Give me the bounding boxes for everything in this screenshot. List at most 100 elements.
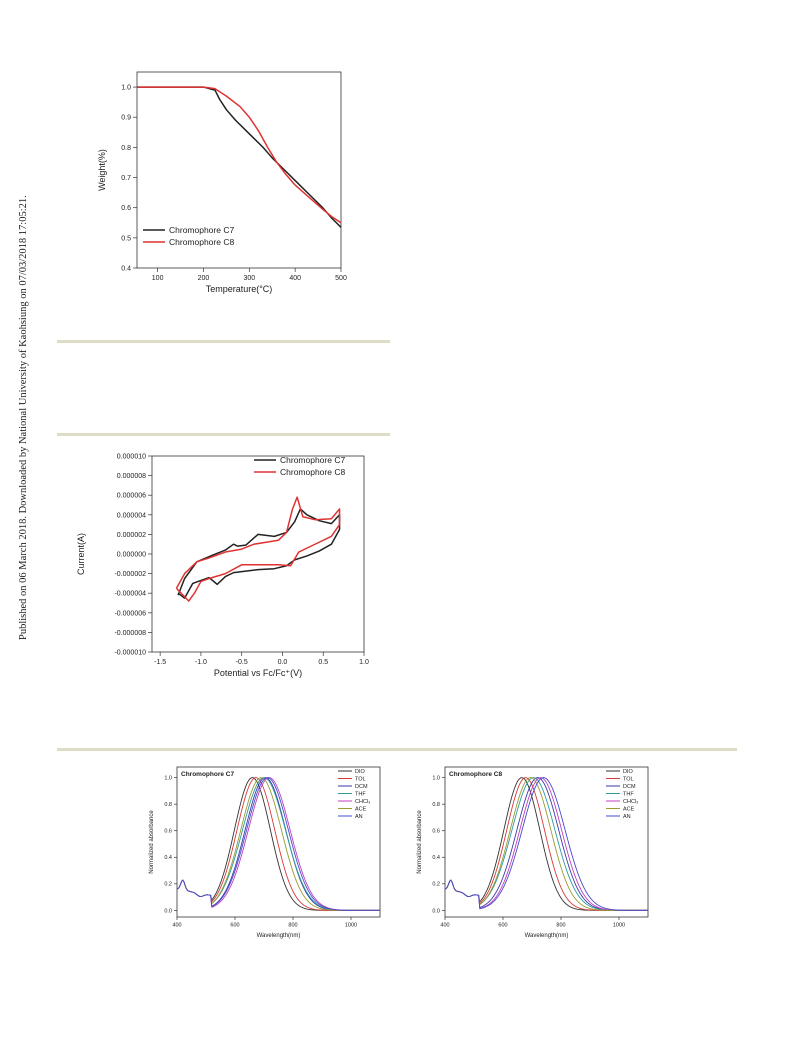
x-tick-label: 500 <box>335 275 347 282</box>
y-tick-label: 0.8 <box>121 145 131 152</box>
x-axis-label: Wavelength(nm) <box>525 933 569 939</box>
x-tick-label: 0.0 <box>278 659 288 666</box>
x-tick-label: 600 <box>498 923 507 929</box>
x-tick-label: 300 <box>243 275 255 282</box>
y-tick-label: -0.000004 <box>114 591 146 598</box>
y-tick-label: 0.000006 <box>117 493 146 500</box>
x-axis-label: Temperature(°C) <box>206 284 273 294</box>
y-tick-label: 1.0 <box>432 776 440 782</box>
y-tick-label: 0.4 <box>432 855 440 861</box>
absorption-band <box>444 777 648 911</box>
legend-label: CHCl₃ <box>355 799 370 805</box>
separator-rule-2 <box>57 433 390 436</box>
x-tick-label: 0.5 <box>318 659 328 666</box>
series-line-c8 <box>175 496 341 602</box>
absorption-band <box>444 777 648 911</box>
separator-rule-1 <box>57 340 390 343</box>
absorption-c8-svg: 400 600 800 1000 0.0 0.2 0.4 0.6 0.8 1.0 Wavelengt… <box>417 766 649 939</box>
x-tick-label: 1.0 <box>359 659 369 666</box>
y-tick-label: -0.000010 <box>114 649 146 656</box>
legend-label: ACE <box>623 807 635 813</box>
y-tick-label: 1.0 <box>121 85 131 92</box>
legend-label: DIO <box>355 769 366 775</box>
y-axis-label: Normalized absorbance <box>417 810 423 874</box>
absorption-c7-svg: 400 600 800 1000 0.0 0.2 0.4 0.6 0.8 1.0 Wavelengt… <box>149 766 381 939</box>
legend-label: Chromophore C7 <box>169 225 234 235</box>
x-axis-label: Wavelength(nm) <box>257 933 301 939</box>
absorption-band <box>444 777 648 911</box>
absorption-band <box>176 777 380 911</box>
y-tick-label: 0.2 <box>432 882 440 888</box>
legend-label: THF <box>623 792 634 798</box>
cv-chart: -1.5 -1.0 -0.5 0.0 0.5 1.0 -0.000010 -0.000008 -… <box>70 448 380 693</box>
legend-label: AN <box>623 814 631 820</box>
y-tick-label: 0.5 <box>121 235 131 242</box>
y-tick-label: 0.000000 <box>117 551 146 558</box>
absorption-chart-c7: 400 600 800 1000 0.0 0.2 0.4 0.6 0.8 1.0 Wavelengt… <box>140 763 390 939</box>
y-tick-label: 0.6 <box>121 205 131 212</box>
x-tick-label: -1.0 <box>195 659 207 666</box>
y-axis-label: Normalized absorbance <box>149 810 155 874</box>
absorption-band <box>444 777 648 911</box>
x-tick-label: 200 <box>198 275 210 282</box>
separator-rule-3 <box>57 748 737 751</box>
y-tick-label: 0.0 <box>164 908 172 914</box>
y-tick-label: 0.000002 <box>117 532 146 539</box>
tga-chart-svg: 100 200 300 400 500 0.4 0.5 0.6 0.7 0.8 0.9 1.0 Temp… <box>97 71 347 294</box>
series-line-c7 <box>137 86 342 228</box>
y-tick-label: 0.000004 <box>117 512 146 519</box>
y-tick-label: 0.6 <box>164 829 172 835</box>
tga-chart: 100 200 300 400 500 0.4 0.5 0.6 0.7 0.8 0.9 1.0 Temp… <box>90 68 360 313</box>
chart-title: Chromophore C7 <box>181 771 234 778</box>
download-margin-note: Published on 06 March 2018. Downloaded b… <box>2 0 29 1039</box>
plot-frame <box>176 766 381 918</box>
y-tick-label: 0.8 <box>164 802 172 808</box>
plot-frame <box>151 455 365 653</box>
x-tick-label: -0.5 <box>236 659 248 666</box>
absorption-band <box>444 777 648 911</box>
series-line-c7 <box>177 508 341 599</box>
plot-frame <box>136 71 342 269</box>
x-tick-label: 400 <box>440 923 449 929</box>
absorption-band <box>444 777 648 911</box>
x-tick-label: 1000 <box>345 923 357 929</box>
absorption-band <box>444 777 648 911</box>
x-tick-label: -1.5 <box>154 659 166 666</box>
y-tick-label: -0.000008 <box>114 630 146 637</box>
legend-label: AN <box>355 814 363 820</box>
legend-label: TOL <box>623 777 634 783</box>
y-tick-label: 0.6 <box>432 829 440 835</box>
legend-label: Chromophore C8 <box>169 237 234 247</box>
x-axis-label: Potential vs Fc/Fc⁺(V) <box>214 668 302 678</box>
x-tick-label: 400 <box>172 923 181 929</box>
plot-frame <box>444 766 649 918</box>
y-axis-label: Weight(%) <box>97 149 107 191</box>
y-tick-label: 0.000008 <box>117 473 146 480</box>
legend-label: TOL <box>355 777 366 783</box>
series-line-c8 <box>137 86 342 224</box>
y-tick-label: 0.4 <box>121 265 131 272</box>
absorption-chart-c8: 400 600 800 1000 0.0 0.2 0.4 0.6 0.8 1.0 Wavelengt… <box>408 763 658 939</box>
legend-label: Chromophore C7 <box>280 455 345 465</box>
legend-label: DIO <box>623 769 634 775</box>
y-tick-label: 0.9 <box>121 115 131 122</box>
legend-label: THF <box>355 792 366 798</box>
download-note-text: Published on 06 March 2018. Downloaded b… <box>18 195 29 640</box>
x-tick-label: 600 <box>230 923 239 929</box>
y-tick-label: 0.8 <box>432 802 440 808</box>
cv-chart-svg: -1.5 -1.0 -0.5 0.0 0.5 1.0 -0.000010 -0.000008 -… <box>76 453 369 678</box>
legend-label: CHCl₃ <box>623 799 638 805</box>
y-tick-label: 0.2 <box>164 882 172 888</box>
legend-label: ACE <box>355 807 367 813</box>
y-tick-label: 0.7 <box>121 175 131 182</box>
y-axis-label: Current(A) <box>76 533 86 575</box>
x-tick-label: 400 <box>289 275 301 282</box>
legend-label: DCM <box>355 784 368 790</box>
x-tick-label: 1000 <box>613 923 625 929</box>
x-tick-label: 800 <box>288 923 297 929</box>
absorption-band <box>176 777 380 911</box>
legend-label: DCM <box>623 784 636 790</box>
y-tick-label: 1.0 <box>164 776 172 782</box>
x-tick-label: 100 <box>152 275 164 282</box>
y-tick-label: -0.000002 <box>114 571 146 578</box>
